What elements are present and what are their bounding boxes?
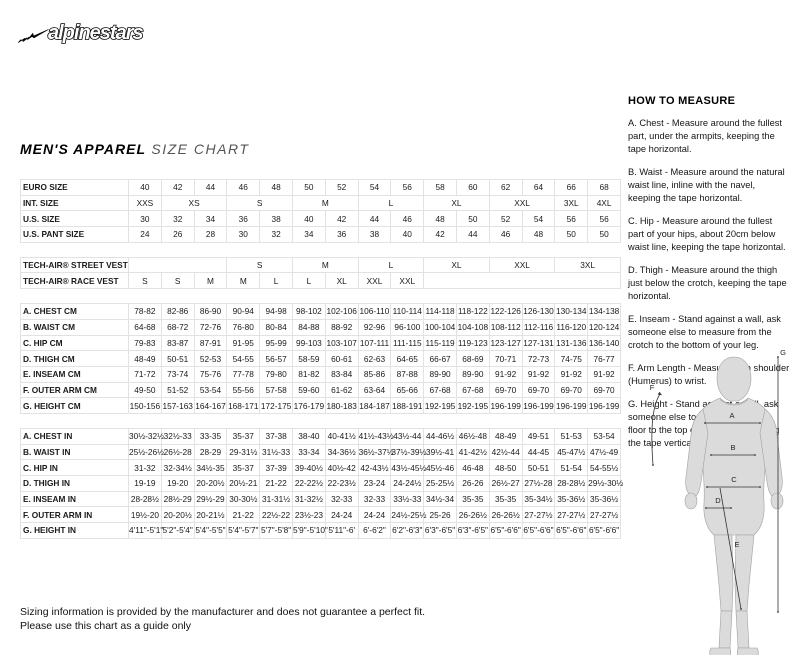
svg-text:G: G [780,350,786,357]
svg-text:F: F [650,383,655,392]
svg-text:C: C [731,475,737,484]
svg-text:D: D [715,496,721,505]
svg-text:A: A [729,411,734,420]
svg-text:E: E [734,540,739,549]
svg-text:B: B [730,443,735,452]
